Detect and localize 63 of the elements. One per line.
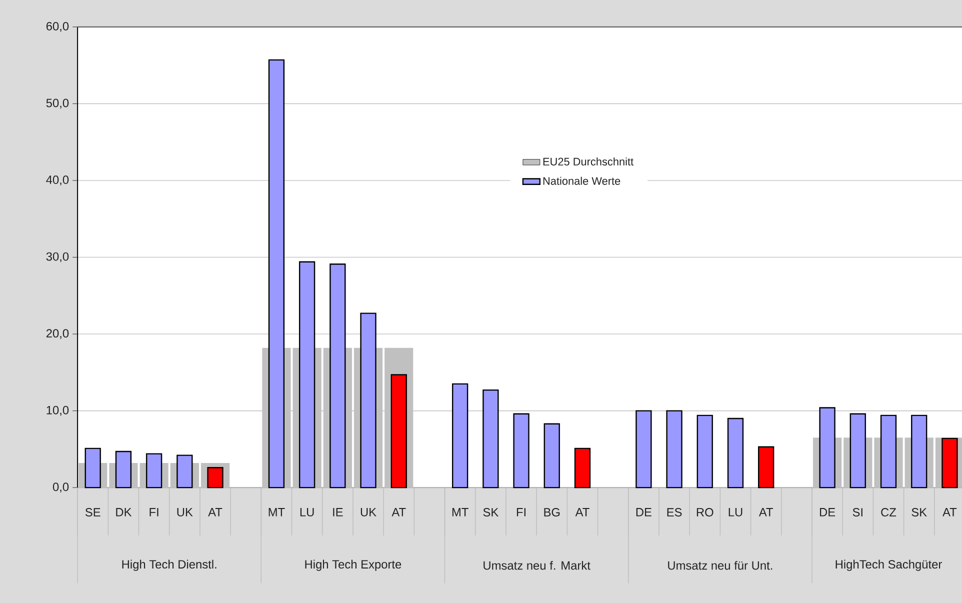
bar bbox=[911, 414, 928, 488]
text: High Tech Exporte bbox=[305, 560, 402, 571]
x-tick-label: SI bbox=[852, 508, 862, 516]
x-tick-label: SE bbox=[85, 508, 100, 516]
x-tick-label: SK bbox=[912, 508, 927, 516]
y-tick-label: 10,0 bbox=[46, 406, 69, 416]
x-tick-label: CZ bbox=[881, 508, 896, 516]
x-tick-label: IE bbox=[333, 508, 343, 516]
bar bbox=[115, 450, 132, 488]
bar bbox=[819, 407, 836, 488]
bar bbox=[727, 418, 744, 488]
x-tick-label: LU bbox=[300, 508, 314, 516]
text: HighTech Sachgüter bbox=[836, 560, 942, 571]
bar bbox=[544, 423, 560, 488]
bar bbox=[298, 261, 316, 488]
x-tick-label: BG bbox=[544, 508, 560, 516]
bar bbox=[574, 448, 591, 488]
x-tick-label: FI bbox=[150, 508, 158, 516]
x-tick-label: AT bbox=[208, 508, 222, 516]
bar bbox=[390, 374, 407, 488]
bar bbox=[84, 448, 101, 488]
x-tick-label: RO bbox=[696, 508, 714, 516]
bar bbox=[636, 410, 652, 488]
x-tick-label: MT bbox=[268, 508, 285, 516]
y-tick-label: 0,0 bbox=[52, 482, 69, 492]
x-tick-label: LU bbox=[728, 508, 742, 516]
y-tick-label: 40,0 bbox=[46, 175, 69, 186]
bar bbox=[482, 389, 499, 488]
bar bbox=[360, 312, 376, 488]
y-tick-label: 60,0 bbox=[46, 22, 69, 32]
x-tick-label: DK bbox=[116, 508, 132, 516]
legend-label: Nationale Werte bbox=[543, 176, 620, 185]
x-tick-label: DE bbox=[820, 508, 836, 516]
bar bbox=[268, 59, 285, 488]
bar bbox=[666, 410, 682, 488]
y-tick-label: 50,0 bbox=[46, 98, 69, 108]
x-tick-label: AT bbox=[758, 508, 773, 516]
bar bbox=[207, 466, 224, 488]
x-tick-label: FI bbox=[516, 508, 526, 516]
bar bbox=[850, 413, 866, 488]
text: Umsatz neu für Unt. bbox=[668, 560, 772, 570]
bar bbox=[330, 263, 346, 488]
legend-label: EU25 Durchschnitt bbox=[543, 157, 634, 166]
y-tick-label: 20,0 bbox=[46, 328, 69, 339]
bar bbox=[696, 414, 713, 488]
x-tick-label: AT bbox=[575, 508, 590, 516]
x-tick-label: AT bbox=[942, 508, 957, 516]
bar bbox=[176, 454, 193, 488]
y-tick-label: 30,0 bbox=[46, 252, 69, 262]
text: Umsatz neu f. Markt bbox=[484, 560, 590, 570]
x-tick-label: UK bbox=[177, 508, 193, 516]
x-tick-label: SK bbox=[483, 508, 498, 516]
x-tick-label: ES bbox=[667, 508, 682, 516]
x-tick-label: MT bbox=[452, 508, 468, 516]
bar bbox=[880, 414, 897, 488]
bar bbox=[452, 383, 468, 488]
x-tick-label: UK bbox=[360, 508, 376, 516]
bar bbox=[146, 453, 162, 488]
text: High Tech Dienstl. bbox=[122, 560, 216, 571]
x-tick-label: DE bbox=[636, 508, 652, 516]
x-tick-label: AT bbox=[392, 508, 406, 516]
bar bbox=[513, 413, 530, 488]
bar bbox=[758, 446, 774, 488]
